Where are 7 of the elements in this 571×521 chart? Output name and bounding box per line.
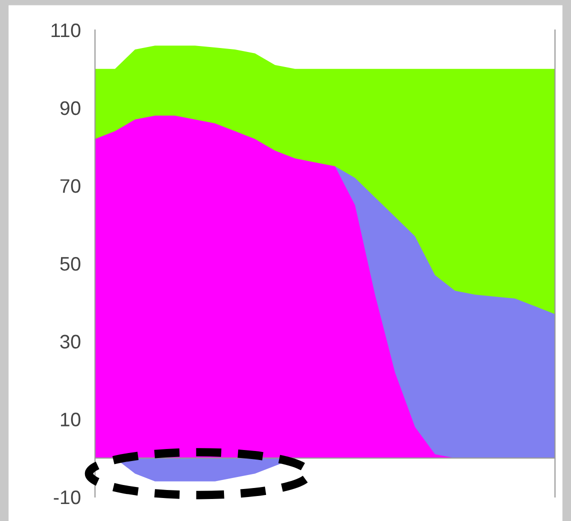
y-tick-label: -10 [54,490,80,504]
y-tick-label: 30 [60,334,80,349]
y-tick-label: 10 [60,412,80,426]
y-tick-label: 50 [60,256,80,271]
y-tick-label: 90 [60,101,80,116]
y-tick-label: 70 [60,179,80,193]
y-tick-label: 110 [52,23,80,38]
